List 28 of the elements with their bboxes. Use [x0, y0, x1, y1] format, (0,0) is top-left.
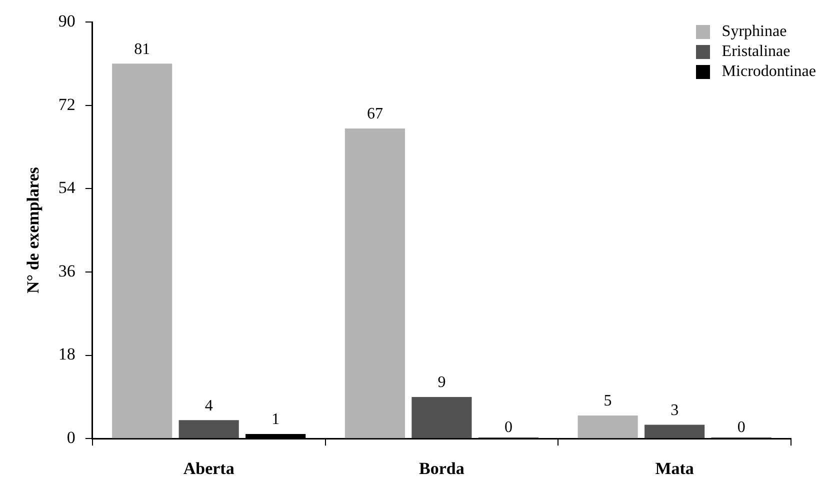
- y-tick-label: 90: [58, 11, 76, 30]
- data-label: 3: [670, 402, 679, 419]
- bar: [344, 128, 405, 438]
- x-tick-label: Aberta: [183, 459, 235, 478]
- y-axis-title: N° de exemplares: [24, 166, 43, 294]
- y-tick-label: 36: [58, 261, 76, 280]
- data-label: 4: [204, 397, 213, 414]
- legend-label: Eristalinae: [722, 42, 790, 62]
- y-tick-label: 72: [58, 94, 76, 114]
- bar: [178, 420, 239, 438]
- y-tick-label: 0: [66, 428, 76, 448]
- x-tick-label: Borda: [419, 459, 465, 478]
- data-label: 5: [604, 392, 612, 410]
- legend-label: Syrphinae: [722, 22, 787, 42]
- bar: [412, 396, 472, 438]
- y-tick-label: 18: [58, 344, 76, 364]
- bar: [112, 64, 172, 438]
- data-label: 1: [272, 411, 280, 428]
- data-label: 81: [134, 40, 150, 58]
- data-label: 0: [737, 418, 746, 436]
- x-tick-label: Mata: [655, 459, 694, 478]
- y-tick-label: 54: [58, 178, 76, 198]
- data-label: 67: [366, 106, 383, 123]
- data-label: 9: [438, 374, 446, 392]
- data-label: 0: [504, 418, 512, 436]
- bar: [578, 415, 638, 438]
- bar: [644, 424, 705, 438]
- legend-label: Microdontinae: [722, 62, 816, 82]
